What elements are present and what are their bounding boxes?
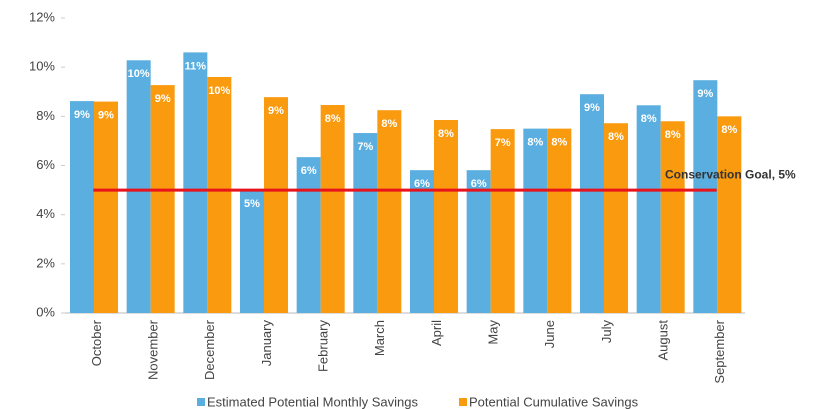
- y-tick-label: 0%: [36, 304, 55, 319]
- x-tick-label: June: [542, 320, 557, 348]
- data-label: 8%: [608, 131, 624, 143]
- y-tick-label: 12%: [29, 9, 55, 24]
- y-tick-label: 4%: [36, 206, 55, 221]
- bar: [490, 129, 515, 313]
- bar: [434, 120, 458, 313]
- data-label: 8%: [527, 137, 543, 149]
- bar: [547, 128, 572, 313]
- y-tick-label: 8%: [36, 108, 55, 123]
- y-tick-label: 10%: [29, 59, 55, 74]
- legend-swatch: [197, 398, 205, 406]
- y-tick-label: 2%: [36, 255, 55, 270]
- x-tick-label: March: [372, 320, 387, 356]
- data-label: 7%: [495, 137, 511, 149]
- bar: [636, 105, 661, 313]
- bar: [70, 101, 94, 313]
- bar: [264, 97, 288, 314]
- bar: [320, 105, 345, 314]
- x-tick-label: September: [712, 319, 727, 383]
- legend-swatch: [459, 398, 467, 406]
- data-label: 8%: [721, 124, 737, 136]
- x-tick-label: October: [89, 319, 104, 366]
- bar: [523, 128, 548, 313]
- bar: [94, 101, 118, 313]
- bar: [660, 121, 685, 313]
- data-label: 8%: [325, 113, 341, 125]
- x-tick-label: July: [599, 320, 614, 344]
- data-label: 11%: [185, 60, 207, 72]
- data-label: 10%: [128, 68, 150, 80]
- data-label: 9%: [155, 93, 171, 105]
- data-label: 9%: [268, 105, 284, 117]
- bar: [693, 80, 718, 313]
- bar: [150, 85, 175, 313]
- bar: [604, 123, 628, 313]
- goal-label: Conservation Goal, 5%: [665, 167, 796, 181]
- x-tick-label: May: [485, 320, 500, 345]
- data-label: 8%: [551, 137, 567, 149]
- bar: [353, 133, 378, 313]
- bar: [377, 110, 402, 313]
- data-label: 5%: [244, 198, 260, 210]
- y-tick-label: 6%: [36, 157, 55, 172]
- data-label: 7%: [357, 141, 373, 153]
- bar: [717, 116, 742, 313]
- data-label: 9%: [584, 102, 600, 114]
- data-label: 8%: [438, 128, 454, 140]
- x-tick-label: January: [259, 320, 274, 367]
- bar: [240, 190, 264, 313]
- bar: [296, 157, 321, 313]
- data-label: 10%: [208, 85, 230, 97]
- data-label: 8%: [641, 113, 657, 125]
- legend-label: Estimated Potential Monthly Savings: [207, 394, 418, 409]
- data-label: 9%: [74, 109, 90, 121]
- bar: [183, 52, 208, 314]
- bar: [580, 94, 604, 313]
- x-tick-label: August: [655, 320, 670, 361]
- legend-label: Potential Cumulative Savings: [469, 394, 639, 409]
- x-tick-label: February: [315, 320, 330, 373]
- x-tick-label: April: [429, 320, 444, 346]
- data-label: 9%: [98, 109, 114, 121]
- data-label: 6%: [301, 165, 317, 177]
- data-label: 9%: [697, 88, 713, 100]
- data-label: 8%: [381, 118, 397, 130]
- x-tick-label: December: [202, 319, 217, 380]
- data-label: 8%: [665, 129, 681, 141]
- x-tick-label: November: [145, 319, 160, 380]
